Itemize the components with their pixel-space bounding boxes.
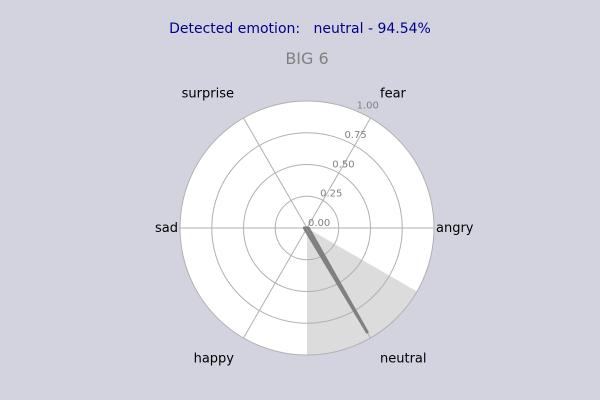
- category-labels: angry fear surprise sad happy neutral: [155, 87, 474, 367]
- highlight-sector: [307, 228, 417, 355]
- chart-title: BIG 6: [285, 49, 328, 68]
- radial-tick-label: 0.25: [320, 189, 342, 200]
- radial-tick-label: 0.75: [344, 130, 366, 141]
- detected-emotion-value: neutral - 94.54%: [313, 21, 431, 37]
- data-series: [302, 226, 369, 334]
- category-label-angry: angry: [436, 221, 474, 236]
- grid-spoke-surprise: [243, 117, 308, 229]
- radial-tick-label: 0.50: [332, 159, 354, 170]
- highlight-sector-group: [307, 228, 417, 355]
- category-label-neutral: neutral: [380, 351, 427, 366]
- grid-spoke-happy: [243, 227, 308, 339]
- radial-tick-labels: 0.00 0.25 0.50 0.75 1.00: [308, 101, 379, 229]
- radial-tick-label: 1.00: [357, 101, 379, 112]
- detected-emotion-line: Detected emotion: neutral - 94.54%: [0, 21, 600, 37]
- data-point-neutral: [365, 330, 369, 334]
- radar-grid: [179, 100, 435, 356]
- grid-spoke-fear: [306, 117, 371, 229]
- data-point-sad: [302, 226, 306, 230]
- data-point-surprise: [305, 226, 309, 230]
- data-point-happy: [304, 228, 308, 232]
- category-label-fear: fear: [380, 87, 407, 102]
- radial-tick-label: 0.00: [308, 218, 330, 229]
- category-label-happy: happy: [194, 351, 235, 366]
- category-label-surprise: surprise: [182, 87, 234, 102]
- detected-emotion-label: Detected emotion:: [169, 21, 301, 37]
- category-label-sad: sad: [155, 221, 178, 236]
